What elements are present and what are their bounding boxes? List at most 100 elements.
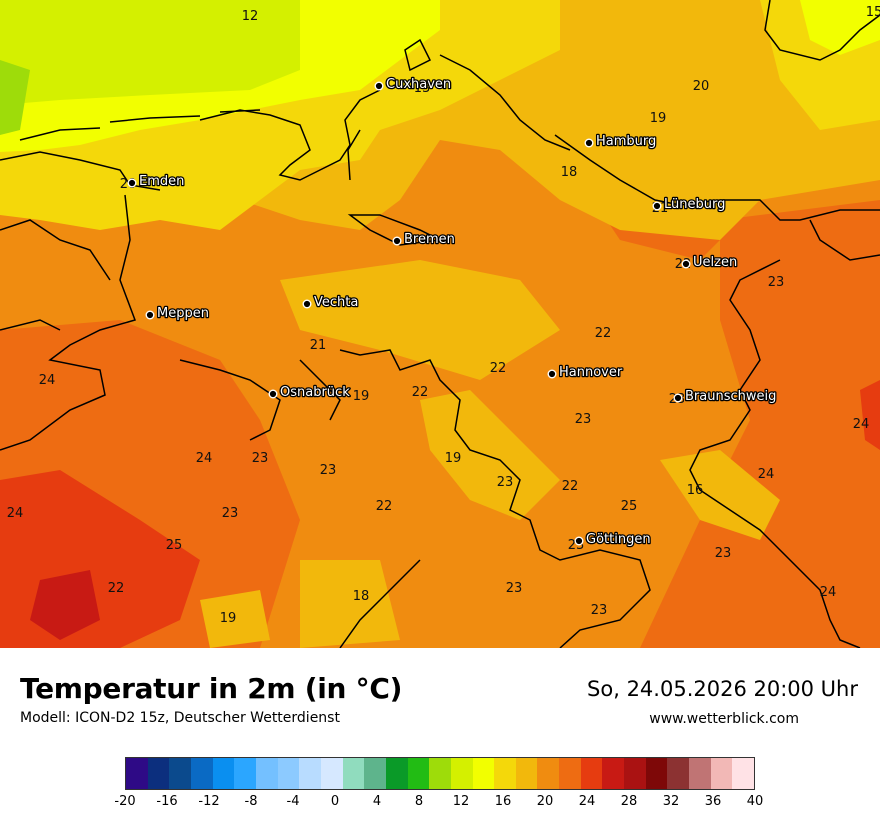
city-göttingen: Göttingen: [574, 531, 652, 548]
legend-color-swatch: [689, 758, 711, 789]
temperature-value: 22: [595, 326, 612, 341]
city-vechta: Vechta: [302, 294, 360, 311]
city-hannover: Hannover: [547, 364, 624, 381]
legend-color-swatch: [602, 758, 625, 789]
legend-color-swatch: [299, 758, 321, 789]
city-dot: [127, 178, 137, 188]
temperature-value: 19: [353, 389, 370, 404]
city-label: Uelzen: [693, 255, 737, 270]
legend-color-swatch: [429, 758, 451, 789]
map-title: Temperatur in 2m (in °C): [20, 672, 403, 705]
temperature-value: 12: [242, 9, 259, 24]
legend-tick-label: 28: [620, 794, 638, 809]
legend-tick-label: -20: [114, 794, 136, 809]
temperature-value: 21: [310, 338, 327, 353]
city-label: Cuxhaven: [386, 77, 451, 92]
legend-color-swatch: [537, 758, 560, 789]
temperature-value: 15: [866, 5, 880, 20]
city-uelzen: Uelzen: [681, 254, 738, 271]
city-label: Lüneburg: [664, 197, 725, 212]
temperature-value: 13: [414, 81, 431, 96]
temperature-value: 24: [7, 506, 24, 521]
temperature-field: [0, 0, 880, 648]
city-dot: [673, 393, 683, 403]
temperature-value: 18: [561, 165, 578, 180]
legend-tick-label: 8: [414, 794, 424, 809]
city-hamburg: Hamburg: [584, 133, 658, 150]
city-markers: Cuxhaven Hamburg Emden Lüneburg Bremen Uelzen…: [127, 76, 778, 548]
temperature-value: 20: [693, 79, 710, 94]
forecast-datetime: So, 24.05.2026 20:00 Uhr: [587, 677, 858, 701]
temperature-value: 25: [621, 499, 638, 514]
temperature-value: 23: [575, 412, 592, 427]
legend-color-swatch: [385, 758, 408, 789]
temperature-value: 19: [650, 111, 667, 126]
temperature-value: 18: [353, 589, 370, 604]
temperature-map: 1215132019182021222322212419222223232424…: [0, 0, 880, 648]
legend-color-swatch: [234, 758, 256, 789]
temperature-value: 24: [196, 451, 213, 466]
city-dot: [302, 299, 312, 309]
city-label: Hamburg: [596, 134, 656, 149]
city-label: Meppen: [157, 306, 209, 321]
legend-color-swatch: [645, 758, 668, 789]
legend-color-swatch: [190, 758, 213, 789]
city-cuxhaven: Cuxhaven: [374, 76, 452, 93]
temperature-value: 23: [497, 475, 514, 490]
city-dot: [374, 81, 384, 91]
temperature-value: 22: [376, 499, 393, 514]
footer: Temperatur in 2m (in °C) Modell: ICON-D2…: [0, 648, 880, 830]
city-lüneburg: Lüneburg: [652, 196, 727, 213]
legend-tick-label: 12: [452, 794, 470, 809]
city-label: Osnabrück: [280, 385, 350, 400]
legend-color-swatch: [450, 758, 473, 789]
temperature-value: 24: [39, 373, 56, 388]
city-osnabrück: Osnabrück: [268, 384, 351, 401]
legend-tick-label: 4: [372, 794, 382, 809]
legend-color-swatch: [580, 758, 603, 789]
temperature-value: 22: [108, 581, 125, 596]
legend-tick-label: 36: [704, 794, 722, 809]
legend-tick-label: -4: [286, 794, 300, 809]
website-link[interactable]: www.wetterblick.com: [649, 711, 799, 727]
city-label: Vechta: [314, 295, 358, 310]
legend-color-swatch: [732, 758, 755, 789]
legend-tick-label: 40: [746, 794, 764, 809]
legend-tick-label: -12: [198, 794, 220, 809]
legend-color-swatch: [472, 758, 495, 789]
temperature-value: 23: [506, 581, 523, 596]
temperature-value: 16: [687, 483, 704, 498]
temperature-value: 19: [220, 611, 237, 626]
legend-color-swatch: [169, 758, 191, 789]
city-meppen: Meppen: [145, 305, 210, 322]
legend-tick-label: 16: [494, 794, 512, 809]
legend-color-swatch: [342, 758, 365, 789]
color-legend-ticks: -20 -16 -12 -8 -4 0 4 8 12 16 20 24 28 32 36 40: [114, 794, 763, 814]
city-emden: Emden: [127, 173, 186, 190]
temperature-value: 23: [252, 451, 269, 466]
legend-color-swatch: [515, 758, 538, 789]
temperature-value: 23: [715, 546, 732, 561]
legend-color-swatch: [126, 758, 148, 789]
temperature-value: 19: [445, 451, 462, 466]
city-bremen: Bremen: [392, 231, 456, 248]
city-dot: [681, 259, 691, 269]
city-label: Bremen: [404, 232, 455, 247]
temperature-value: 23: [768, 275, 785, 290]
city-label: Göttingen: [586, 532, 651, 547]
temperature-value: 24: [853, 417, 870, 432]
legend-color-swatch: [494, 758, 516, 789]
city-braunschweig: Braunschweig: [673, 388, 778, 405]
legend-color-swatch: [277, 758, 300, 789]
city-label: Braunschweig: [685, 389, 776, 404]
city-dot: [652, 201, 662, 211]
city-label: Hannover: [559, 365, 623, 380]
legend-color-swatch: [364, 758, 386, 789]
city-dot: [145, 310, 155, 320]
legend-color-swatch: [667, 758, 690, 789]
city-dot: [268, 389, 278, 399]
legend-tick-label: 0: [330, 794, 340, 809]
city-dot: [574, 536, 584, 546]
temperature-value: 22: [490, 361, 507, 376]
color-legend: [125, 757, 755, 790]
